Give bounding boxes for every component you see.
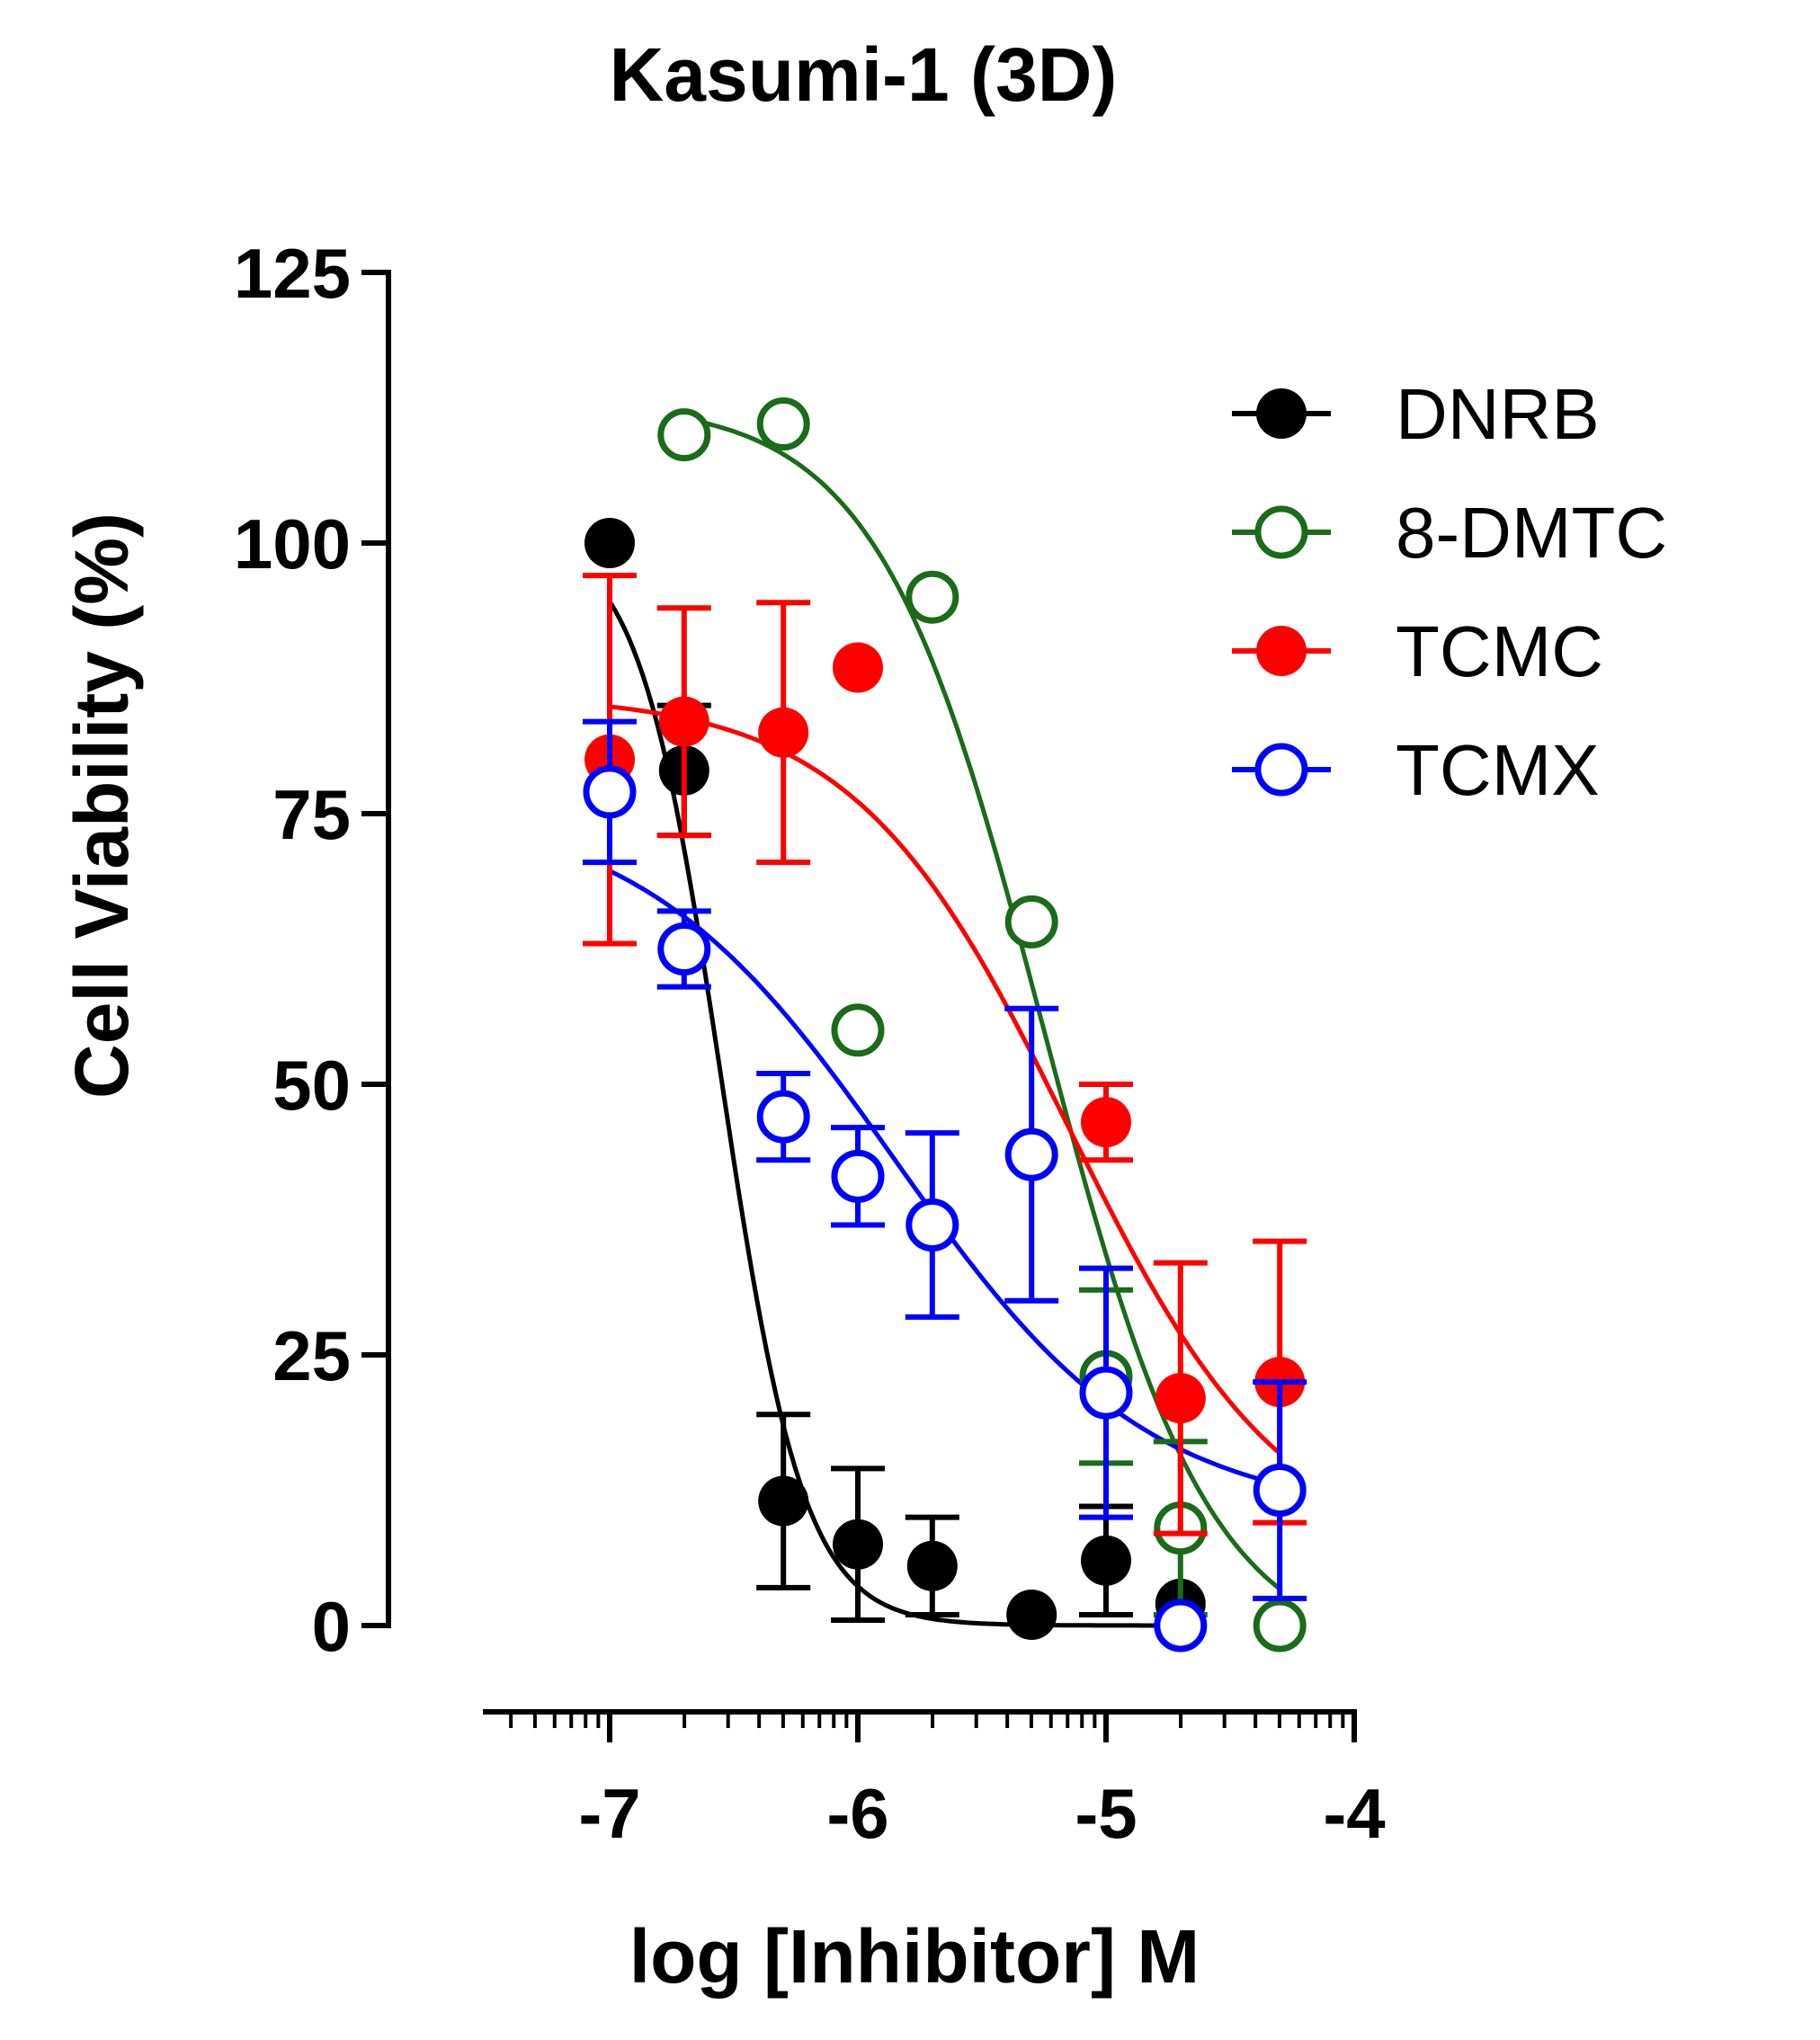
data-point-tcmx bbox=[756, 1090, 810, 1144]
y-tick-label-0: 0 bbox=[312, 1587, 351, 1666]
legend-item-tcmx: TCMX bbox=[1232, 730, 1600, 810]
y-axis-label: Cell Viability (%) bbox=[59, 512, 144, 1099]
data-point-8-dmtc bbox=[1253, 1599, 1307, 1652]
data-point-tcmx bbox=[583, 765, 637, 819]
legend-marker bbox=[1256, 626, 1307, 676]
data-point-dnrb bbox=[833, 1519, 883, 1570]
y-tick-label-25: 25 bbox=[272, 1316, 351, 1395]
x-tick-label-5: -5 bbox=[1075, 1774, 1137, 1853]
data-point-dnrb bbox=[584, 518, 635, 568]
data-point-dnrb bbox=[758, 1475, 809, 1527]
data-point-dnrb bbox=[906, 1540, 958, 1591]
data-markers bbox=[583, 397, 1307, 1652]
fit-curve-tcmc bbox=[609, 704, 1281, 1456]
legend-marker bbox=[1256, 388, 1307, 439]
x-tick-label-4: -4 bbox=[1323, 1774, 1385, 1853]
data-point-dnrb bbox=[1081, 1535, 1131, 1586]
data-point-tcmc bbox=[758, 707, 809, 758]
data-point-dnrb bbox=[1006, 1589, 1057, 1640]
data-point-tcmc bbox=[1081, 1097, 1131, 1148]
y-tick-label-75: 75 bbox=[272, 775, 351, 854]
fit-curve-dnrb bbox=[607, 600, 1181, 1628]
legend-item-8-dmtc: 8-DMTC bbox=[1232, 493, 1667, 573]
y-tick-label-100: 100 bbox=[234, 504, 351, 583]
data-point-tcmx bbox=[831, 1149, 885, 1203]
data-point-8-dmtc bbox=[657, 408, 711, 462]
x-tick-label-7: -7 bbox=[578, 1774, 640, 1853]
data-point-tcmc bbox=[658, 696, 709, 747]
data-point-tcmc bbox=[1155, 1373, 1206, 1424]
data-point-tcmx bbox=[1004, 1127, 1058, 1181]
data-point-tcmc bbox=[833, 642, 883, 693]
data-point-8-dmtc bbox=[906, 570, 959, 624]
series-tcmx bbox=[583, 718, 1307, 1652]
data-point-tcmx bbox=[1154, 1599, 1208, 1652]
data-point-8-dmtc bbox=[831, 1003, 885, 1057]
data-point-8-dmtc bbox=[756, 397, 810, 451]
legend: DNRB 8-DMTC TCMC TCMX bbox=[1232, 374, 1667, 810]
legend-label: 8-DMTC bbox=[1396, 493, 1667, 573]
legend-item-dnrb: DNRB bbox=[1232, 374, 1600, 454]
legend-label: TCMC bbox=[1396, 611, 1603, 691]
legend-label: DNRB bbox=[1396, 374, 1600, 454]
series-dnrb bbox=[584, 518, 1206, 1640]
y-tick-label-50: 50 bbox=[272, 1046, 351, 1125]
x-tick-label-6: -6 bbox=[826, 1774, 888, 1853]
x-axis-label: log [Inhibitor] M bbox=[629, 1914, 1200, 1999]
legend-marker bbox=[1254, 505, 1308, 559]
y-axis: 0 25 50 75 100 125 bbox=[234, 234, 391, 1666]
legend-item-tcmc: TCMC bbox=[1232, 611, 1603, 691]
data-point-tcmx bbox=[906, 1198, 959, 1252]
data-point-8-dmtc bbox=[1004, 895, 1058, 949]
y-tick-label-125: 125 bbox=[234, 234, 351, 313]
x-axis: -7 -6 -5 -4 bbox=[483, 1709, 1386, 1853]
legend-marker bbox=[1254, 743, 1308, 797]
data-point-tcmx bbox=[657, 922, 711, 975]
chart-title: Kasumi-1 (3D) bbox=[610, 32, 1118, 117]
series-tcmc bbox=[583, 573, 1307, 1537]
data-point-tcmx bbox=[1079, 1366, 1133, 1420]
legend-label: TCMX bbox=[1396, 730, 1600, 810]
data-point-tcmx bbox=[1253, 1464, 1307, 1517]
